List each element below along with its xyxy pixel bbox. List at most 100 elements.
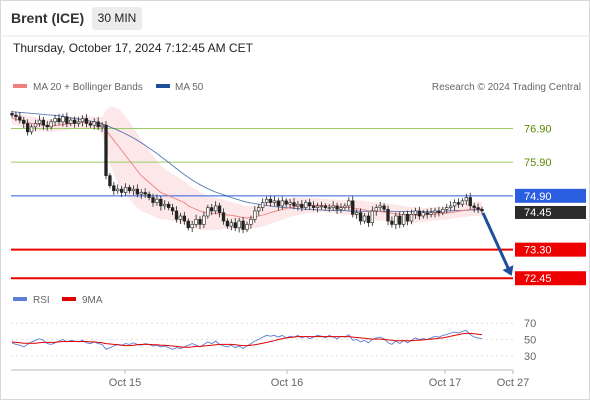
- candle-body-down: [186, 220, 190, 229]
- candle: [441, 206, 445, 216]
- candle: [288, 198, 292, 209]
- candle-body-up: [37, 119, 42, 124]
- rsi-tick-50: 50: [524, 335, 536, 347]
- rsi-lines: [11, 330, 483, 350]
- candle: [366, 212, 371, 227]
- candle: [245, 221, 249, 233]
- candle-body-up: [245, 224, 249, 230]
- candle-body-up: [29, 126, 34, 133]
- candle-body-down: [135, 188, 140, 195]
- candle: [472, 202, 476, 213]
- rsi-tick-30: 30: [524, 351, 536, 363]
- candle: [323, 203, 328, 211]
- candle-body-up: [421, 212, 425, 217]
- candle-body-up: [206, 207, 210, 217]
- time-label: Oct 15: [109, 377, 141, 389]
- candle-body-up: [394, 215, 398, 225]
- candle-body-down: [84, 118, 89, 124]
- candle: [41, 116, 46, 130]
- candle-body-down: [41, 119, 46, 126]
- candle: [421, 209, 425, 219]
- ma20-line: [11, 118, 483, 219]
- forecast-arrowhead: [502, 265, 514, 276]
- candle: [206, 204, 210, 219]
- level-tag-74.90: [515, 188, 586, 203]
- candle: [221, 208, 226, 225]
- level-label-76.90: 76.90: [524, 124, 552, 136]
- candle-body-up: [413, 210, 418, 215]
- candle-body-up: [343, 205, 347, 208]
- candle-body-down: [151, 197, 155, 203]
- candle: [437, 206, 441, 217]
- level-label-72.45: 72.45: [524, 273, 552, 285]
- candle: [284, 198, 288, 207]
- candle-body-down: [174, 210, 179, 220]
- time-label: Oct 17: [429, 377, 461, 389]
- candle: [14, 111, 18, 121]
- candle: [257, 204, 261, 216]
- candle: [151, 193, 155, 207]
- candle: [327, 203, 331, 212]
- candle: [374, 204, 378, 216]
- candle: [276, 197, 281, 211]
- candle-body-up: [80, 118, 85, 123]
- candle-body-down: [417, 210, 422, 217]
- candle: [22, 116, 26, 129]
- candle: [343, 203, 347, 211]
- candle-body-up: [362, 215, 367, 222]
- candle-body-up: [296, 203, 300, 207]
- candle-body-down: [476, 207, 480, 210]
- candle-body-down: [147, 193, 151, 198]
- candle: [358, 208, 363, 225]
- candle: [229, 219, 234, 231]
- ma50-legend-swatch: [156, 84, 170, 88]
- timeframe-button[interactable]: 30 MIN: [92, 7, 142, 30]
- candle: [65, 112, 69, 128]
- candle: [80, 115, 85, 127]
- candle: [96, 117, 100, 131]
- current-price-tag: [515, 205, 586, 219]
- candle-body-up: [315, 205, 320, 208]
- candle-body-up: [49, 121, 53, 128]
- candle: [76, 117, 81, 127]
- candle-body-up: [280, 200, 284, 207]
- candle-body-up: [116, 188, 120, 192]
- candle: [480, 206, 484, 214]
- candle-body-up: [61, 116, 65, 123]
- candles: [10, 110, 484, 234]
- candle: [33, 119, 38, 132]
- candle-body-down: [198, 219, 202, 225]
- candle: [170, 203, 175, 216]
- candle: [10, 110, 14, 118]
- candle-body-down: [437, 210, 441, 213]
- candle-body-up: [92, 121, 96, 126]
- candle-body-up: [409, 214, 414, 222]
- candle-body-up: [139, 192, 143, 195]
- candle-body-up: [194, 219, 198, 225]
- candle-body-up: [53, 118, 57, 123]
- candle-body-up: [69, 119, 73, 124]
- candle-body-down: [300, 203, 304, 208]
- current-price-label: 74.45: [524, 207, 552, 219]
- candle: [417, 206, 422, 220]
- candle: [147, 191, 151, 201]
- candle-body-down: [18, 116, 22, 121]
- candle-body-up: [327, 207, 331, 209]
- candle-body-down: [108, 175, 112, 187]
- candle-body-down: [112, 185, 116, 192]
- candle-body-up: [452, 202, 457, 207]
- level-label-74.90: 74.90: [524, 191, 552, 203]
- candle: [405, 210, 410, 226]
- candle-body-up: [448, 205, 453, 208]
- rsi-legend-swatch: [13, 297, 27, 301]
- candle-body-down: [351, 200, 355, 215]
- candle-body-down: [456, 202, 461, 205]
- candle: [190, 220, 194, 232]
- candle: [311, 201, 316, 211]
- candle-body-down: [468, 197, 472, 207]
- candle: [18, 112, 22, 124]
- candle: [45, 120, 49, 131]
- candle-body-down: [57, 118, 61, 123]
- candle: [210, 203, 214, 216]
